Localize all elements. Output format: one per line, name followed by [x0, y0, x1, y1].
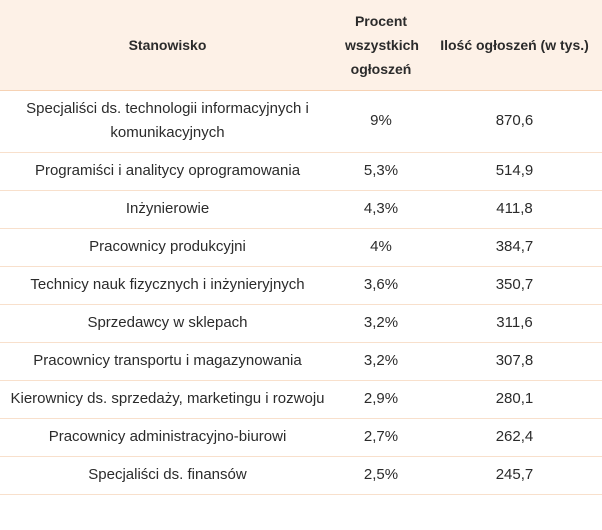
- table-cell: 4%: [335, 228, 427, 267]
- table-cell: 514,9: [427, 152, 602, 191]
- table-cell: Pracownicy transportu i magazynowania: [0, 342, 335, 381]
- table-row: Programiści i analitycy oprogramowania 5,…: [0, 152, 602, 191]
- table-cell: 9%: [335, 90, 427, 153]
- table-cell: Pracownicy administracyjno-biurowi: [0, 418, 335, 457]
- header-cell: Ilość ogłoszeń (w tys.): [427, 0, 602, 91]
- table-cell: 2,7%: [335, 418, 427, 457]
- table-cell: Kierownicy ds. sprzedaży, marketingu i r…: [0, 380, 335, 419]
- table-row: Inżynierowie 4,3% 411,8: [0, 190, 602, 229]
- table-cell: 307,8: [427, 342, 602, 381]
- table-cell: Programiści i analitycy oprogramowania: [0, 152, 335, 191]
- table-cell: Specjaliści ds. technologii informacyjny…: [0, 90, 335, 153]
- table-cell: 350,7: [427, 266, 602, 305]
- table-cell: Sprzedawcy w sklepach: [0, 304, 335, 343]
- table-cell: 3,2%: [335, 304, 427, 343]
- table-cell: 384,7: [427, 228, 602, 267]
- table-cell: 311,6: [427, 304, 602, 343]
- table-row: Pracownicy administracyjno-biurowi 2,7% 26…: [0, 418, 602, 457]
- header-cell: Procent wszystkich ogłoszeń: [335, 0, 427, 91]
- table-row: Pracownicy transportu i magazynowania 3,2…: [0, 342, 602, 381]
- header-cell: Stanowisko: [0, 0, 335, 91]
- table-row: Specjaliści ds. finansów 2,5% 245,7: [0, 456, 602, 495]
- table-row: Technicy nauk fizycznych i inżynieryjnyc…: [0, 266, 602, 305]
- table-row: Sprzedawcy w sklepach 3,2% 311,6: [0, 304, 602, 343]
- table-cell: Technicy nauk fizycznych i inżynieryjnyc…: [0, 266, 335, 305]
- table-cell: Inżynierowie: [0, 190, 335, 229]
- table-cell: 411,8: [427, 190, 602, 229]
- table-body: Specjaliści ds. technologii informacyjny…: [0, 90, 602, 495]
- table-cell: 245,7: [427, 456, 602, 495]
- table-row: Pracownicy produkcyjni 4% 384,7: [0, 228, 602, 267]
- table-cell: 5,3%: [335, 152, 427, 191]
- table-cell: 2,9%: [335, 380, 427, 419]
- data-table: Stanowisko Procent wszystkich ogłoszeń Ilo…: [0, 0, 602, 495]
- table-row: Specjaliści ds. technologii informacyjny…: [0, 90, 602, 153]
- table-row: Kierownicy ds. sprzedaży, marketingu i r…: [0, 380, 602, 419]
- header-row: Stanowisko Procent wszystkich ogłoszeń Ilo…: [0, 0, 602, 91]
- table-cell: 3,6%: [335, 266, 427, 305]
- table-cell: 870,6: [427, 90, 602, 153]
- table-header: Stanowisko Procent wszystkich ogłoszeń Ilo…: [0, 0, 602, 91]
- table-cell: Specjaliści ds. finansów: [0, 456, 335, 495]
- table-cell: 4,3%: [335, 190, 427, 229]
- table-cell: 280,1: [427, 380, 602, 419]
- table-cell: 262,4: [427, 418, 602, 457]
- table-cell: Pracownicy produkcyjni: [0, 228, 335, 267]
- table-cell: 2,5%: [335, 456, 427, 495]
- table-cell: 3,2%: [335, 342, 427, 381]
